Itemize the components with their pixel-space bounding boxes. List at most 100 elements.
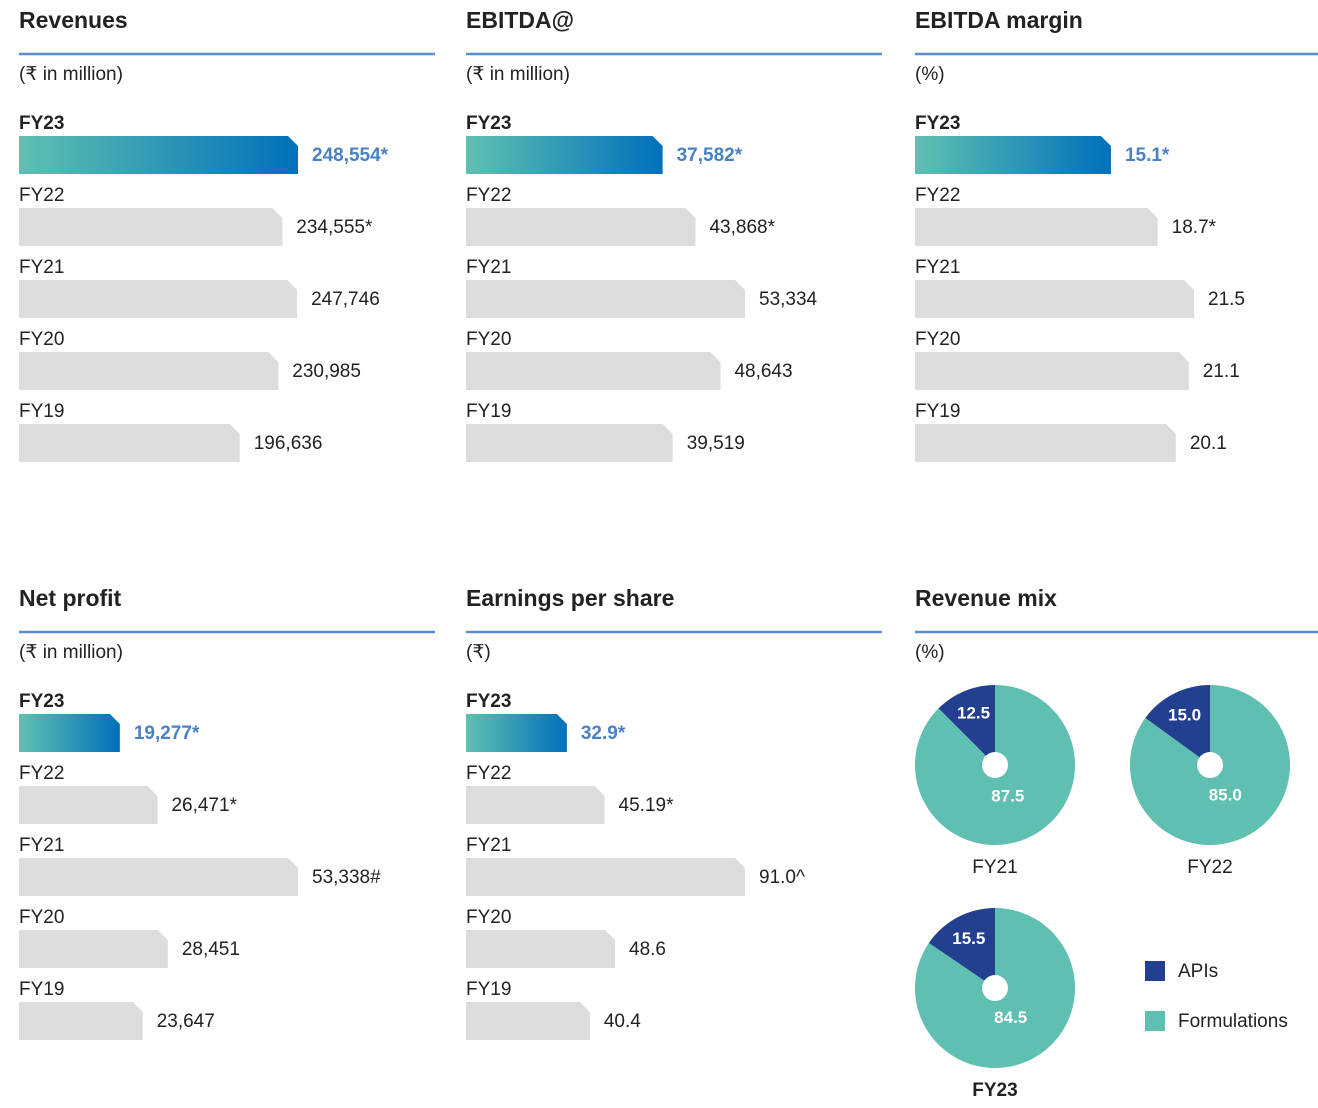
pie-slice: [1145, 685, 1210, 765]
bar: [915, 280, 1194, 318]
bar: [19, 208, 283, 246]
bar: [19, 786, 158, 824]
chart-subtitle: (₹ in million): [19, 64, 123, 85]
value-label: 48.6: [629, 939, 666, 960]
value-label: 48,643: [734, 361, 792, 382]
bar: [19, 714, 120, 752]
chart-title: EBITDA@: [466, 7, 574, 33]
category-label: FY22: [19, 185, 64, 206]
legend-label: Formulations: [1178, 1011, 1288, 1032]
value-label: 247,746: [311, 289, 380, 310]
category-label: FY23: [915, 113, 960, 134]
category-label: FY21: [19, 257, 64, 278]
category-label: FY23: [19, 691, 64, 712]
category-label: FY19: [915, 401, 960, 422]
value-label: 45.19*: [619, 795, 675, 816]
bar: [915, 352, 1189, 390]
chart-subtitle: (₹): [466, 642, 491, 663]
bar: [19, 1002, 143, 1040]
chart-subtitle: (%): [915, 642, 945, 663]
pie-label: 85.0: [1209, 785, 1242, 804]
chart-title: Revenues: [19, 7, 128, 33]
value-label: 21.5: [1208, 289, 1245, 310]
legend-label: APIs: [1178, 961, 1218, 982]
chart-subtitle: (%): [915, 64, 945, 85]
value-label: 91.0^: [759, 867, 805, 888]
value-label: 40.4: [604, 1011, 641, 1032]
category-label: FY23: [466, 113, 511, 134]
bar: [466, 136, 663, 174]
bar: [466, 208, 696, 246]
bar: [466, 424, 673, 462]
category-label: FY22: [19, 763, 64, 784]
value-label: 53,334: [759, 289, 818, 310]
pie-label: 12.5: [957, 704, 990, 723]
category-label: FY21: [466, 835, 511, 856]
value-label: 28,451: [182, 939, 240, 960]
bar: [466, 1002, 590, 1040]
chart-title: Net profit: [19, 585, 122, 611]
pie-slice: [938, 685, 995, 765]
value-label: 37,582*: [677, 145, 743, 166]
pie-hole: [982, 975, 1008, 1001]
value-label: 26,471*: [171, 795, 237, 816]
bar: [466, 930, 616, 968]
pie-name: FY23: [972, 1080, 1017, 1101]
bar: [466, 786, 605, 824]
category-label: FY21: [19, 835, 64, 856]
category-label: FY20: [19, 907, 64, 928]
value-label: 19,277*: [134, 723, 200, 744]
value-label: 32.9*: [581, 723, 626, 744]
value-label: 39,519: [687, 433, 745, 454]
legend-swatch: [1145, 961, 1165, 981]
pie-hole: [982, 752, 1008, 778]
bar: [466, 858, 745, 896]
bar: [19, 424, 240, 462]
category-label: FY22: [466, 763, 511, 784]
category-label: FY20: [466, 329, 511, 350]
value-label: 21.1: [1203, 361, 1240, 382]
pie-label: 15.0: [1168, 706, 1201, 725]
pie-hole: [1197, 752, 1223, 778]
legend-swatch: [1145, 1011, 1165, 1031]
category-label: FY20: [19, 329, 64, 350]
category-label: FY23: [466, 691, 511, 712]
pie-name: FY21: [972, 857, 1017, 878]
pie-label: 15.5: [952, 929, 985, 948]
bar: [19, 352, 279, 390]
bar: [19, 280, 298, 318]
chart-title: Revenue mix: [915, 585, 1057, 611]
category-label: FY23: [19, 113, 64, 134]
bar: [466, 714, 567, 752]
pie-name: FY22: [1187, 857, 1232, 878]
bar: [19, 136, 298, 174]
value-label: 23,647: [157, 1011, 215, 1032]
value-label: 43,868*: [709, 217, 775, 238]
chart-subtitle: (₹ in million): [466, 64, 570, 85]
pie-slice: [928, 908, 995, 988]
category-label: FY19: [19, 401, 64, 422]
bar: [466, 352, 721, 390]
category-label: FY21: [915, 257, 960, 278]
category-label: FY20: [466, 907, 511, 928]
category-label: FY22: [466, 185, 511, 206]
bar: [915, 136, 1111, 174]
bar: [19, 858, 298, 896]
value-label: 230,985: [292, 361, 361, 382]
category-label: FY19: [19, 979, 64, 1000]
category-label: FY20: [915, 329, 960, 350]
category-label: FY21: [466, 257, 511, 278]
value-label: 234,555*: [296, 217, 373, 238]
category-label: FY19: [466, 979, 511, 1000]
pie-label: 87.5: [991, 787, 1024, 806]
pie-label: 84.5: [994, 1008, 1027, 1027]
value-label: 15.1*: [1125, 145, 1170, 166]
bar: [915, 208, 1158, 246]
bar: [915, 424, 1176, 462]
value-label: 248,554*: [312, 145, 389, 166]
chart-title: EBITDA margin: [915, 7, 1083, 33]
value-label: 196,636: [254, 433, 323, 454]
category-label: FY22: [915, 185, 960, 206]
